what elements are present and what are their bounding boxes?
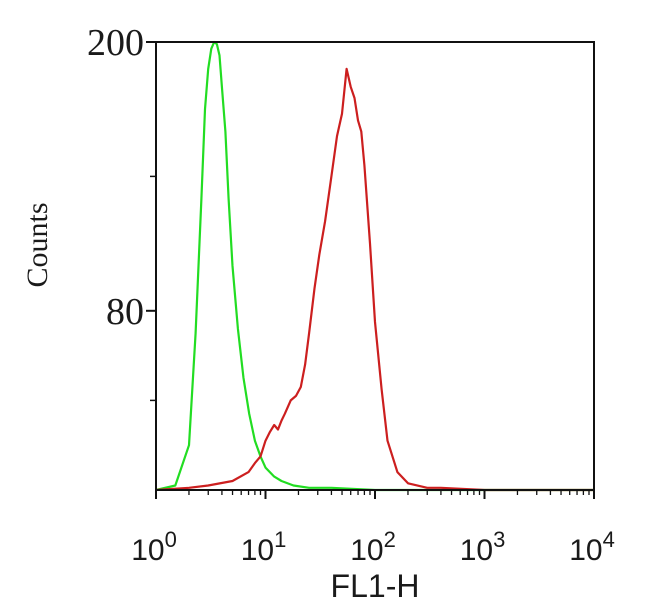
x-tick-label: 104 — [569, 527, 615, 567]
y-axis-title: Counts — [21, 202, 54, 287]
series-line-2 — [155, 67, 594, 492]
plot-frame — [155, 41, 595, 491]
x-tick-label: 101 — [241, 527, 287, 567]
x-tick-label: 102 — [350, 527, 396, 567]
x-tick-label: 103 — [460, 527, 506, 567]
y-tick-label: 80 — [106, 291, 144, 333]
x-tick-label: 100 — [131, 527, 177, 567]
series-layer — [155, 40, 594, 492]
tick-layer: 100 101 102 103 104 80 200 — [87, 22, 615, 567]
y-tick-label: 200 — [87, 22, 144, 64]
series-line-1 — [155, 40, 594, 492]
x-axis-title: FL1-H — [331, 568, 420, 604]
